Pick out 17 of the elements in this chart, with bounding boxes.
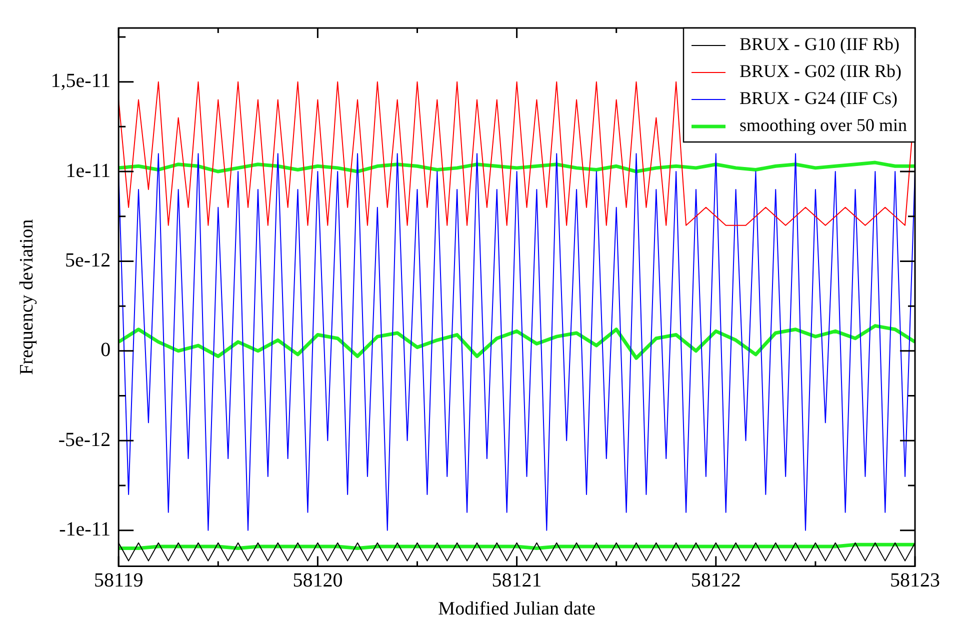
legend-label: smoothing over 50 min bbox=[740, 115, 908, 136]
x-tick-label: 58123 bbox=[890, 569, 940, 592]
x-tick-label: 58121 bbox=[492, 569, 542, 592]
x-axis-title: Modified Julian date bbox=[438, 598, 596, 620]
x-tick-label: 58122 bbox=[690, 569, 741, 592]
y-tick-label: 5e-12 bbox=[65, 249, 111, 272]
y-axis-title: Frequency deviation bbox=[16, 218, 38, 375]
y-tick-label: 0 bbox=[100, 339, 111, 362]
y-tick-label: -1e-11 bbox=[59, 518, 111, 541]
legend-label: BRUX - G02 (IIR Rb) bbox=[740, 61, 902, 82]
legend-label: BRUX - G10 (IIF Rb) bbox=[740, 34, 900, 54]
y-tick-label: -5e-12 bbox=[58, 428, 111, 451]
y-tick-label: 1e-11 bbox=[66, 160, 111, 182]
x-tick-label: 58120 bbox=[292, 569, 343, 592]
x-tick-label: 58119 bbox=[94, 569, 144, 592]
legend-label: BRUX - G24 (IIF Cs) bbox=[740, 88, 898, 108]
y-tick-label: 1,5e-11 bbox=[50, 70, 111, 92]
